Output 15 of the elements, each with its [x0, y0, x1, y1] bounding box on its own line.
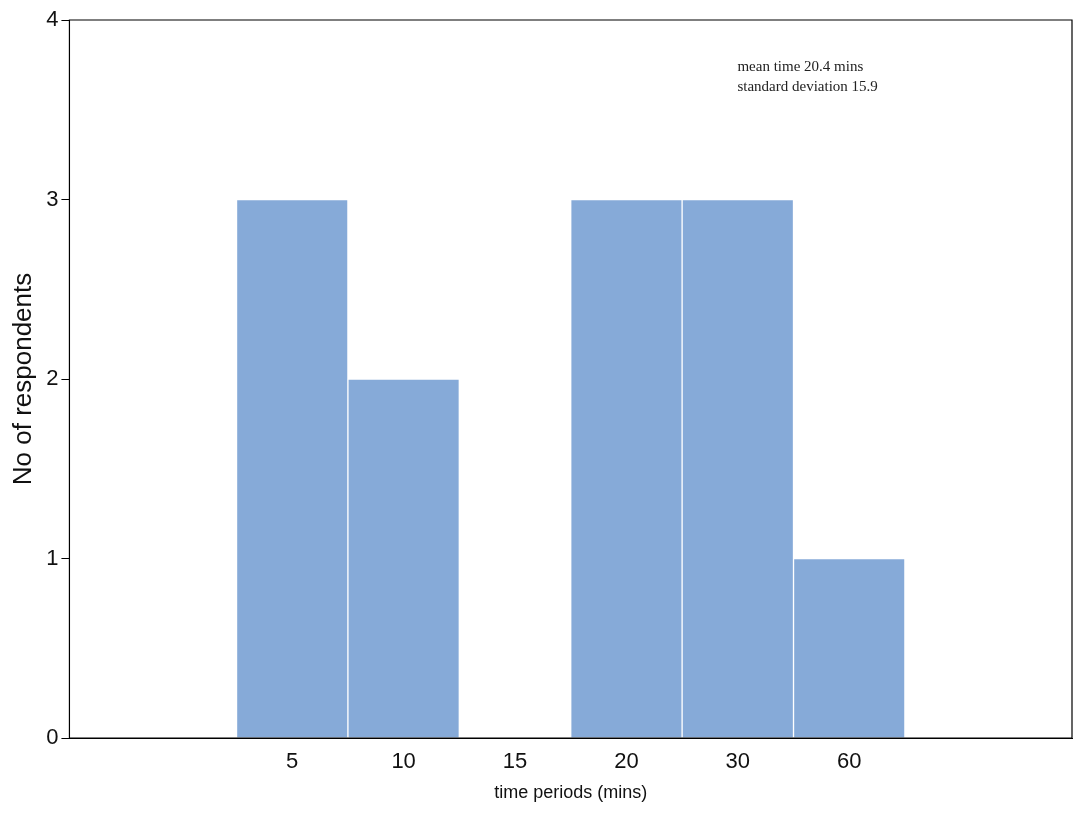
y-tick-label: 4: [46, 6, 59, 32]
x-tick-label: 60: [836, 748, 862, 774]
x-tick-label: 10: [391, 748, 416, 774]
y-tick-label: 0: [46, 724, 59, 750]
y-tick-label: 1: [46, 544, 59, 570]
y-tick-label: 3: [46, 185, 59, 211]
annotation: mean time 20.4 mins: [737, 58, 864, 75]
x-tick-label: 30: [725, 748, 751, 774]
annotation: standard deviation 15.9: [737, 78, 878, 95]
x-tick-label: 5: [286, 748, 299, 774]
x-tick-label: 15: [502, 748, 528, 774]
y-tick-label: 2: [46, 365, 59, 391]
x-axis-title: time periods (mins): [494, 782, 648, 803]
y-axis-title: No of respondents: [6, 272, 37, 486]
x-tick-label: 20: [614, 748, 639, 774]
